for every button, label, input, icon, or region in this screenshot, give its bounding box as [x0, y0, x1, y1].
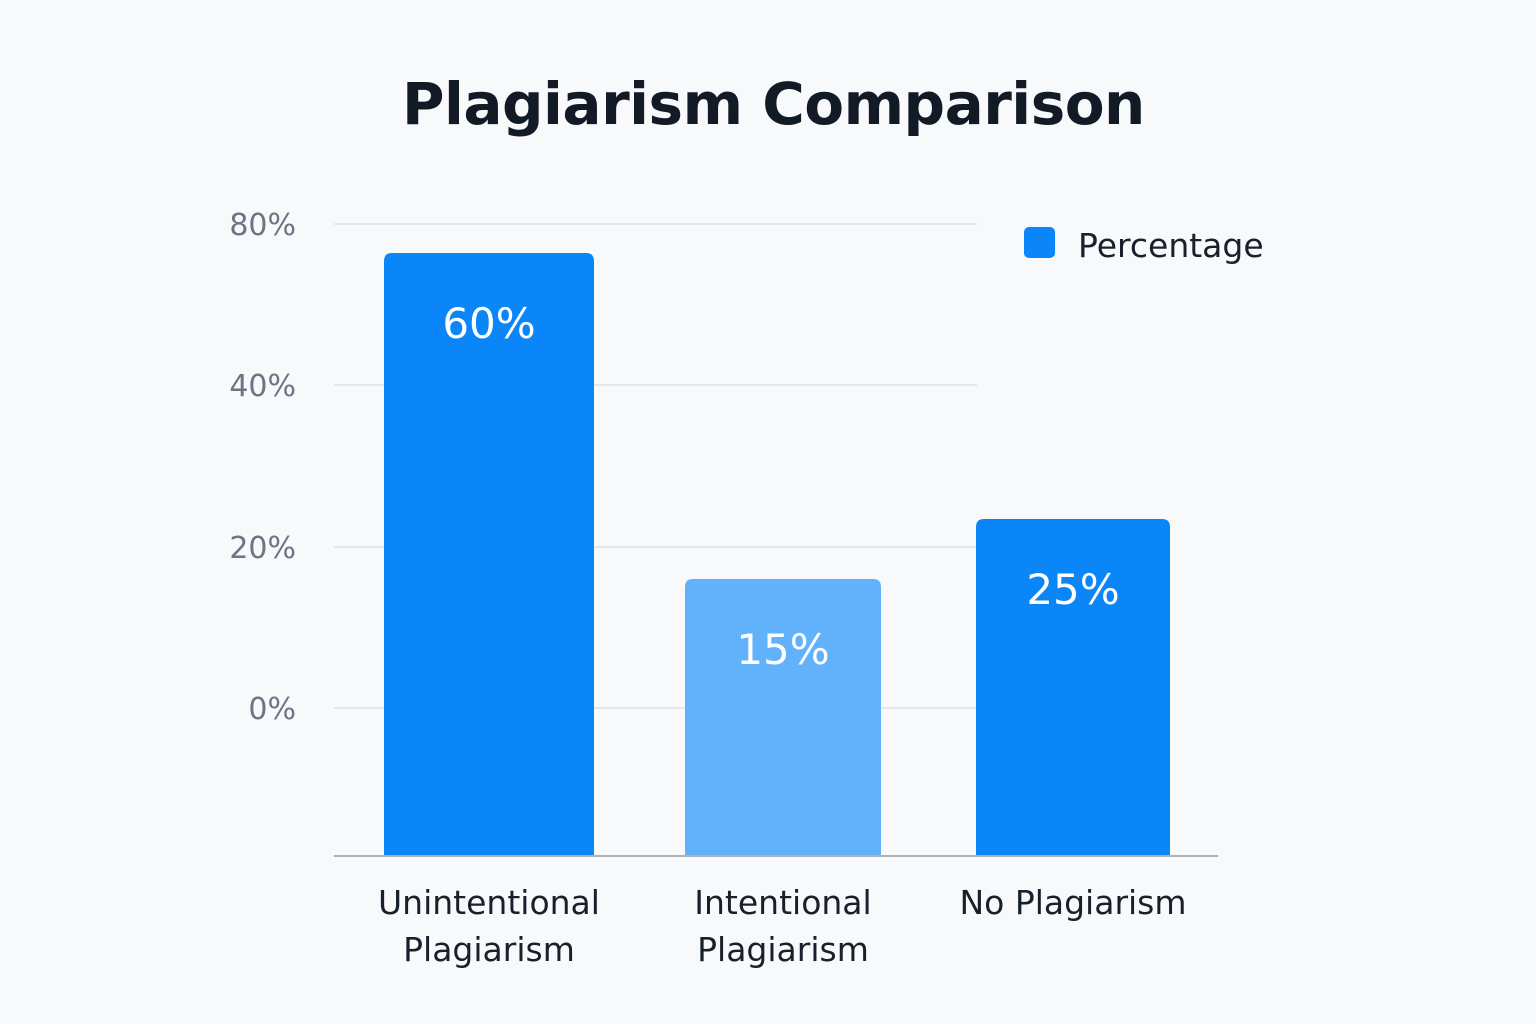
- bar: [384, 253, 594, 855]
- bar: [976, 519, 1170, 855]
- bars: 60% 15% 25%: [384, 253, 1170, 855]
- category-label: No Plagiarism: [959, 883, 1186, 922]
- y-tick-label: 20%: [229, 531, 296, 566]
- bar-value-label: 25%: [1026, 565, 1119, 614]
- y-tick-label: 0%: [248, 692, 296, 727]
- bar-value-label: 60%: [442, 299, 535, 348]
- category-label: Intentional Plagiarism: [694, 883, 871, 969]
- y-tick-label: 40%: [229, 369, 296, 404]
- legend: Percentage: [1024, 226, 1264, 265]
- chart-title: Plagiarism Comparison: [402, 70, 1145, 138]
- y-axis-ticks: 0% 20% 40% 80%: [229, 208, 296, 727]
- y-tick-label: 80%: [229, 208, 296, 243]
- legend-swatch: [1024, 227, 1055, 258]
- legend-label: Percentage: [1078, 226, 1264, 265]
- bar-value-label: 15%: [736, 625, 829, 674]
- category-label: Unintentional Plagiarism: [378, 883, 600, 969]
- bar: [685, 579, 881, 855]
- x-axis-categories: Unintentional Plagiarism Intentional Plagia…: [378, 883, 1187, 969]
